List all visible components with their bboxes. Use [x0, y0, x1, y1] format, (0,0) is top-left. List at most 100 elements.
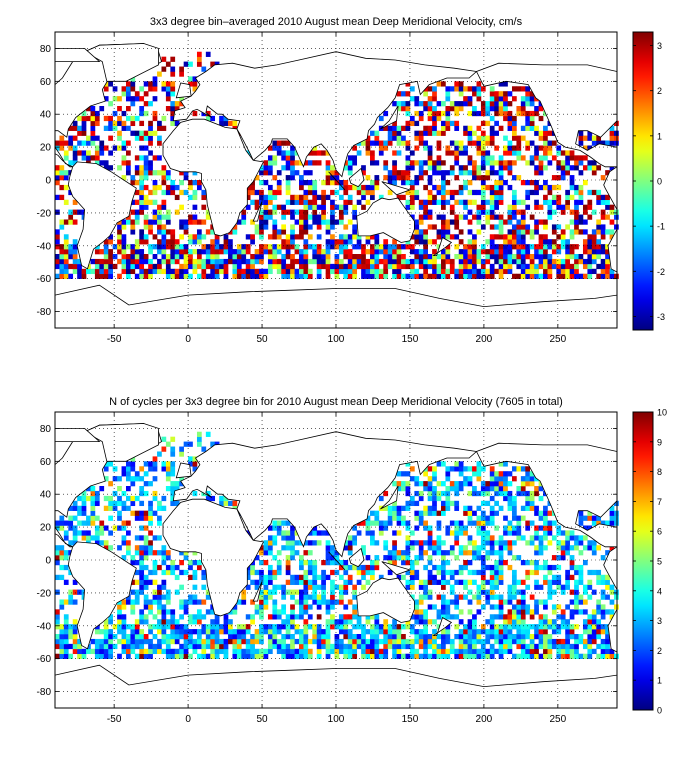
- heatmap-cell: [387, 130, 393, 136]
- heatmap-cell: [489, 604, 495, 610]
- heatmap-cell: [476, 594, 482, 600]
- heatmap-cell: [405, 273, 411, 279]
- heatmap-cell: [556, 150, 562, 156]
- heatmap-cell: [520, 634, 526, 640]
- heatmap-cell: [458, 466, 464, 472]
- heatmap-cell: [170, 110, 176, 117]
- heatmap-cell: [179, 599, 184, 605]
- heatmap-cell: [303, 560, 309, 566]
- heatmap-cell: [343, 184, 349, 191]
- heatmap-cell: [99, 525, 105, 531]
- heatmap-cell: [157, 619, 162, 625]
- heatmap-cell: [294, 249, 300, 255]
- heatmap-cell: [560, 273, 566, 279]
- heatmap-cell: [63, 150, 69, 156]
- heatmap-cell: [569, 219, 575, 225]
- heatmap-cell: [325, 624, 331, 630]
- heatmap-cell: [458, 273, 464, 279]
- heatmap-cell: [192, 219, 198, 225]
- heatmap-cell: [543, 135, 548, 141]
- heatmap-cell: [445, 180, 451, 186]
- heatmap-cell: [445, 624, 451, 630]
- heatmap-cell: [480, 604, 486, 610]
- heatmap-cell: [472, 638, 477, 645]
- heatmap-cell: [161, 614, 167, 620]
- heatmap-cell: [338, 648, 344, 655]
- y-tick-label: 20: [40, 143, 52, 154]
- heatmap-cell: [152, 634, 158, 640]
- heatmap-cell: [414, 258, 420, 265]
- heatmap-cell: [343, 160, 349, 166]
- heatmap-cell: [134, 579, 140, 585]
- heatmap-cell: [174, 184, 180, 191]
- heatmap-cell: [134, 589, 140, 595]
- heatmap-cell: [578, 535, 584, 541]
- heatmap-cell: [569, 574, 575, 581]
- heatmap-cell: [77, 530, 82, 536]
- heatmap-cell: [152, 614, 158, 620]
- heatmap-cell: [223, 500, 229, 507]
- heatmap-cell: [219, 120, 224, 127]
- heatmap-cell: [276, 249, 282, 255]
- heatmap-cell: [276, 569, 282, 576]
- heatmap-cell: [307, 653, 313, 659]
- heatmap-cell: [161, 204, 167, 210]
- heatmap-cell: [503, 165, 508, 171]
- heatmap-cell: [432, 258, 437, 265]
- heatmap-cell: [458, 150, 464, 156]
- heatmap-cell: [529, 569, 535, 576]
- heatmap-cell: [205, 638, 211, 645]
- heatmap-cell: [414, 634, 420, 640]
- heatmap-cell: [361, 268, 366, 275]
- heatmap-cell: [161, 436, 167, 442]
- heatmap-cell: [303, 194, 309, 201]
- heatmap-cell: [605, 579, 610, 585]
- heatmap-cell: [511, 604, 517, 610]
- heatmap-cell: [134, 599, 140, 605]
- colorbar-tick-label: 3: [657, 41, 662, 51]
- heatmap-cell: [210, 441, 216, 447]
- heatmap-cell: [338, 268, 344, 275]
- heatmap-cell: [312, 560, 318, 566]
- heatmap-cell: [370, 184, 375, 191]
- heatmap-cell: [503, 648, 508, 655]
- heatmap-cell: [476, 634, 482, 640]
- heatmap-cell: [401, 634, 406, 640]
- heatmap-cell: [165, 209, 171, 215]
- heatmap-cell: [201, 249, 207, 255]
- heatmap-cell: [383, 643, 389, 650]
- heatmap-cell: [267, 545, 273, 551]
- heatmap-cell: [472, 490, 477, 497]
- heatmap-cell: [77, 125, 82, 131]
- heatmap-cell: [449, 520, 455, 526]
- heatmap-cell: [511, 476, 517, 482]
- heatmap-cell: [55, 244, 60, 250]
- heatmap-cell: [516, 86, 522, 92]
- heatmap-cell: [405, 91, 411, 97]
- heatmap-cell: [423, 234, 428, 240]
- heatmap-cell: [294, 579, 300, 585]
- heatmap-cell: [303, 263, 309, 270]
- heatmap-cell: [347, 249, 353, 255]
- heatmap-cell: [405, 145, 411, 151]
- heatmap-cell: [330, 189, 335, 196]
- heatmap-cell: [387, 140, 393, 146]
- heatmap-cell: [63, 535, 69, 541]
- heatmap-cell: [121, 263, 127, 270]
- heatmap-cell: [72, 643, 78, 650]
- heatmap-cell: [405, 653, 411, 659]
- heatmap-cell: [108, 150, 113, 156]
- heatmap-cell: [86, 106, 91, 112]
- heatmap-cell: [374, 648, 380, 655]
- heatmap-cell: [574, 209, 579, 215]
- heatmap-cell: [387, 125, 393, 131]
- heatmap-cell: [316, 234, 322, 240]
- heatmap-cell: [77, 505, 82, 511]
- heatmap-cell: [267, 624, 273, 630]
- heatmap-cell: [259, 569, 264, 576]
- heatmap-cell: [392, 481, 397, 487]
- heatmap-cell: [467, 569, 473, 576]
- heatmap-cell: [143, 648, 149, 655]
- heatmap-cell: [267, 569, 273, 576]
